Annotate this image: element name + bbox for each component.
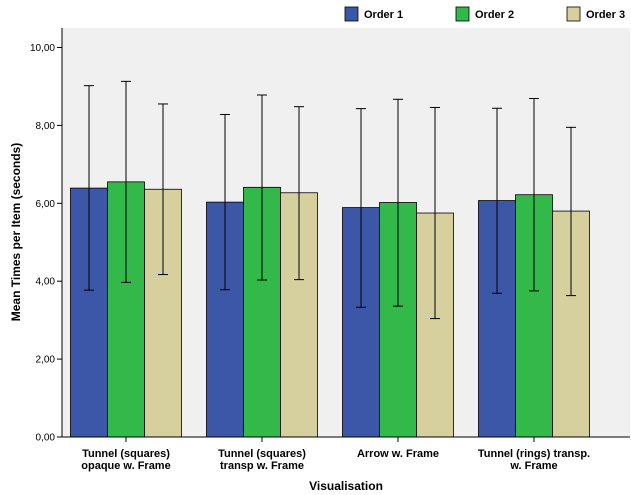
y-tick-label: 4,00 xyxy=(36,277,56,288)
y-tick-label: 0,00 xyxy=(36,433,56,444)
x-category-label: Tunnel (squares) xyxy=(218,448,306,460)
error-bar-order-1-cat-1 xyxy=(84,85,94,291)
error-bar-order-2-cat-4 xyxy=(529,98,539,292)
legend-label-order-1: Order 1 xyxy=(364,9,403,21)
x-category-label: transp w. Frame xyxy=(220,460,304,472)
error-bar-order-3-cat-4 xyxy=(566,126,576,297)
error-bar-order-2-cat-1 xyxy=(121,80,131,283)
x-category-label: Tunnel (squares) xyxy=(82,448,170,460)
legend-label-order-3: Order 3 xyxy=(586,9,625,21)
y-tick-label: 6,00 xyxy=(36,199,56,210)
y-tick-label: 8,00 xyxy=(36,121,56,132)
y-axis-title: Mean Times per Item (seconds) xyxy=(9,143,23,322)
error-bar-order-2-cat-3 xyxy=(393,98,403,307)
error-bar-order-1-cat-3 xyxy=(356,108,366,308)
legend-swatch-order-1 xyxy=(344,6,359,22)
legend-swatch-order-3 xyxy=(566,6,581,22)
legend-label-order-2: Order 2 xyxy=(475,9,514,21)
error-bar-order-3-cat-1 xyxy=(158,103,168,276)
error-bar-order-3-cat-2 xyxy=(294,106,304,281)
error-bar-order-2-cat-2 xyxy=(257,94,267,281)
y-tick-label: 10,00 xyxy=(30,43,55,54)
error-bar-order-1-cat-2 xyxy=(220,113,230,291)
error-bar-order-1-cat-4 xyxy=(492,107,502,294)
x-category-label: w. Frame xyxy=(509,460,557,472)
legend-swatch-order-2 xyxy=(455,6,470,22)
x-axis-title: Visualisation xyxy=(309,479,383,493)
y-tick-label: 2,00 xyxy=(36,355,56,366)
x-category-label: opaque w. Frame xyxy=(81,460,170,472)
error-bars-layer xyxy=(84,80,576,320)
y-ticks: 0,00 2,00 4,00 6,00 8,00 10,00 xyxy=(30,43,62,444)
x-category-label: Arrow w. Frame xyxy=(357,448,439,460)
error-bar-order-3-cat-3 xyxy=(430,106,440,320)
x-category-label: Tunnel (rings) transp. xyxy=(478,448,590,460)
legend: Order 1 Order 2 Order 3 xyxy=(344,6,625,22)
